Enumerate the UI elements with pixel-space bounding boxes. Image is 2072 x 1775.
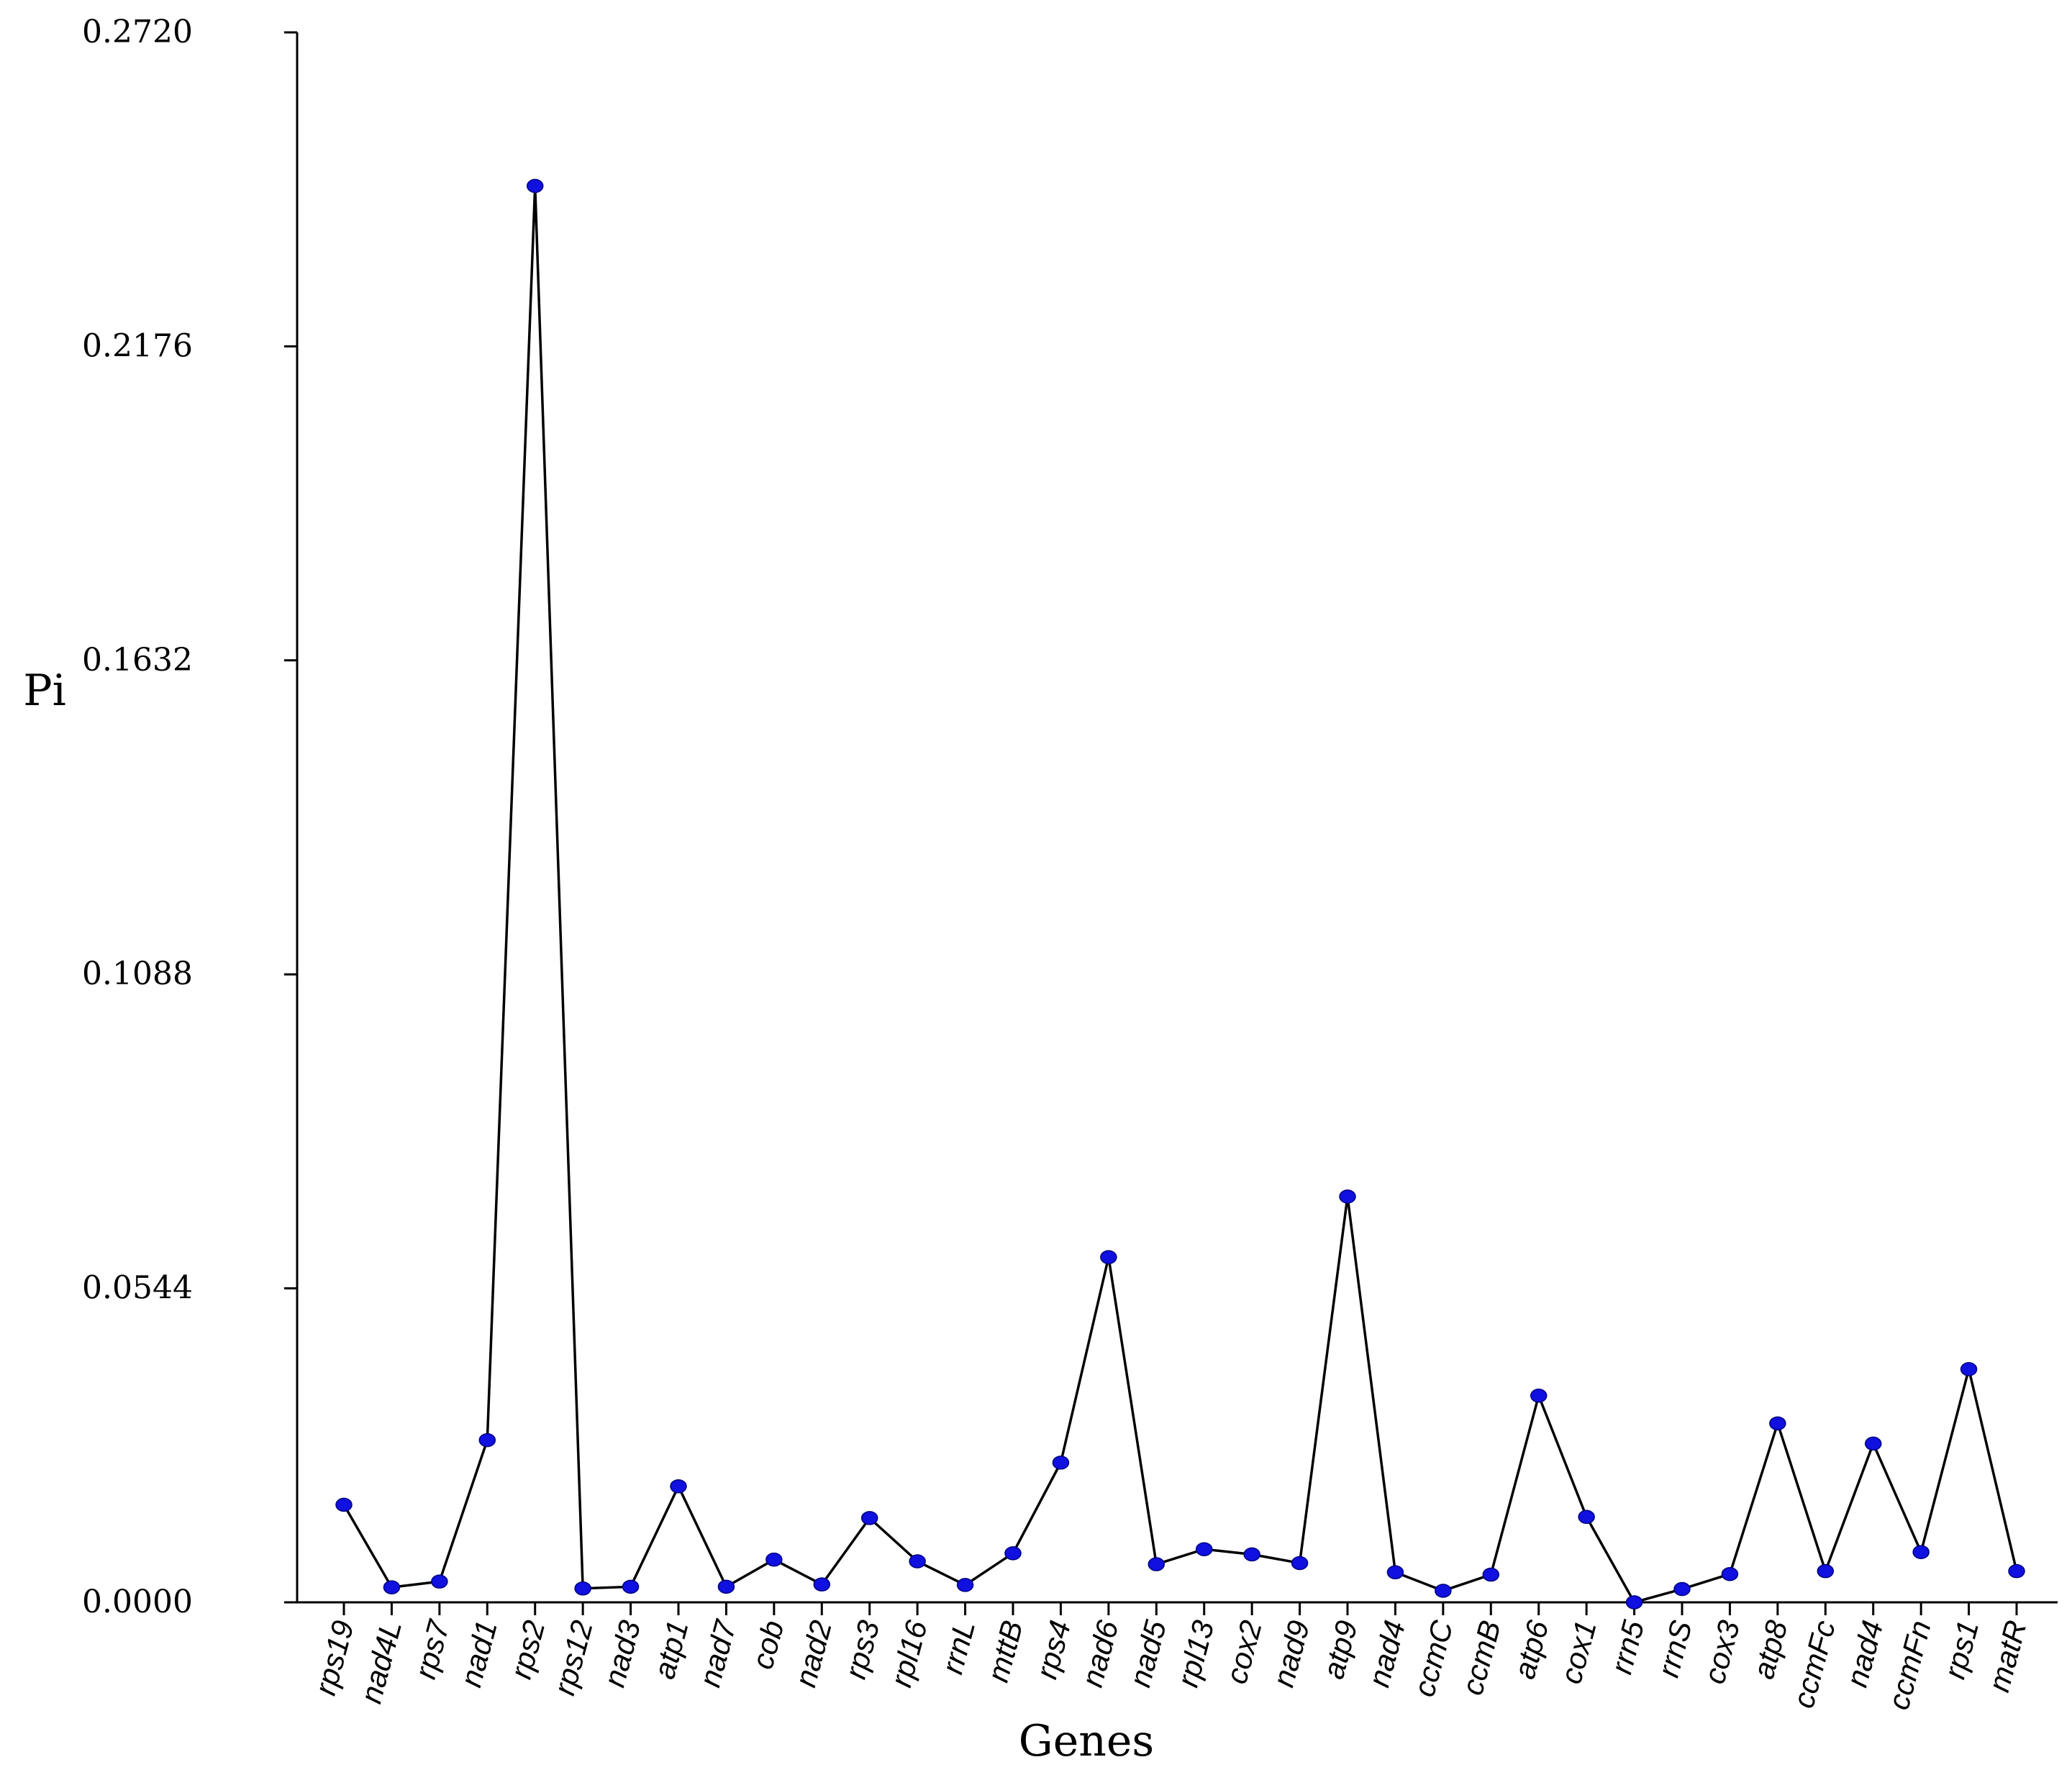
y-axis-title: Pi [23, 666, 66, 716]
data-point [1100, 1250, 1117, 1265]
data-point [1386, 1565, 1404, 1580]
data-point [765, 1552, 783, 1567]
data-point [1435, 1584, 1452, 1598]
x-tick-label: rps12 [547, 1617, 599, 1699]
y-tick-label: 0.1632 [82, 642, 193, 678]
x-tick-label: atp1 [647, 1617, 695, 1682]
x-tick-label: rps7 [408, 1616, 456, 1683]
data-point [813, 1577, 831, 1592]
data-point [1291, 1556, 1309, 1571]
x-tick-label: cox3 [1697, 1617, 1746, 1687]
x-tick-label: nad5 [1122, 1617, 1173, 1691]
y-tick-label: 0.0000 [82, 1584, 193, 1620]
data-point [1864, 1436, 1882, 1451]
x-tick-label: cox2 [1219, 1617, 1268, 1687]
data-point [1339, 1189, 1356, 1204]
data-point [1148, 1557, 1166, 1571]
x-tick-label: rpl13 [1171, 1617, 1221, 1690]
x-tick-label: atp8 [1746, 1617, 1794, 1683]
series-line [342, 186, 2018, 1604]
data-point [860, 1511, 878, 1525]
x-tick-label: rps2 [504, 1617, 552, 1682]
y-tick-label: 0.0544 [82, 1270, 193, 1307]
y-tick-label: 0.2720 [82, 14, 193, 50]
x-tick-label: cob [745, 1617, 791, 1673]
x-tick-label: rps19 [308, 1617, 360, 1699]
data-point [2008, 1563, 2025, 1579]
x-tick-label: nad4 [1840, 1617, 1890, 1690]
plot-area [335, 178, 2025, 1610]
data-point [1912, 1545, 1930, 1559]
y-axis: 0.0000 0.0544 0.1088 0.1632 0.2176 0.2720 [82, 14, 299, 1620]
data-point [383, 1580, 401, 1594]
x-tick-label: nad3 [597, 1617, 648, 1690]
data-point [1625, 1595, 1643, 1610]
x-tick-label: rrnS [1651, 1617, 1699, 1681]
x-tick-label: nad7 [693, 1616, 743, 1691]
data-point [670, 1479, 687, 1494]
data-point [909, 1554, 926, 1569]
data-point [574, 1581, 591, 1596]
x-tick-label: nad1 [453, 1617, 504, 1690]
x-tick-label: nad2 [788, 1617, 838, 1690]
y-tick-label: 0.1088 [82, 955, 193, 992]
x-tick-label: rpl16 [883, 1617, 934, 1691]
x-tick-label: rrnL [935, 1617, 982, 1677]
x-tick-label: nad6 [1075, 1617, 1125, 1691]
data-point [1721, 1566, 1739, 1581]
x-tick-label: nad9 [1266, 1617, 1317, 1690]
data-point [1243, 1547, 1260, 1562]
x-tick-label: mttB [981, 1617, 1030, 1686]
x-tick-label: ccmFn [1881, 1617, 1937, 1713]
x-tick-label: cox1 [1553, 1617, 1602, 1687]
data-point [1530, 1389, 1548, 1403]
data-point [1960, 1362, 1978, 1376]
data-point [1052, 1456, 1070, 1470]
data-point [1004, 1546, 1022, 1561]
data-point [622, 1579, 640, 1594]
data-point [1195, 1542, 1213, 1556]
x-tick-label: rps3 [838, 1617, 886, 1682]
x-tick-label: rrn5 [1604, 1617, 1651, 1678]
x-tick-label: ccmC [1407, 1617, 1459, 1700]
x-tick-label: nad4 [1362, 1617, 1412, 1690]
y-tick-label: 0.2176 [82, 327, 193, 364]
x-tick-label: matR [1981, 1617, 2032, 1695]
data-point [956, 1578, 974, 1592]
x-tick-label: atp9 [1316, 1617, 1364, 1682]
data-point [1817, 1563, 1835, 1579]
x-tick-label: ccmFc [1786, 1617, 1842, 1712]
x-tick-label: ccmB [1455, 1617, 1507, 1699]
data-point [1673, 1581, 1691, 1597]
x-tick-label: rps4 [1030, 1617, 1078, 1682]
data-point [1578, 1510, 1595, 1525]
data-point [478, 1433, 496, 1448]
data-point [1482, 1567, 1500, 1582]
x-tick-label: nad4L [353, 1617, 408, 1707]
data-point [717, 1579, 735, 1594]
data-point [431, 1574, 448, 1589]
data-point [1769, 1416, 1786, 1431]
x-axis-title: Genes [1019, 1716, 1154, 1766]
x-tick-label: rps1 [1937, 1617, 1986, 1682]
data-point [526, 178, 544, 194]
x-tick-label: atp6 [1507, 1617, 1555, 1683]
data-point [335, 1497, 353, 1512]
